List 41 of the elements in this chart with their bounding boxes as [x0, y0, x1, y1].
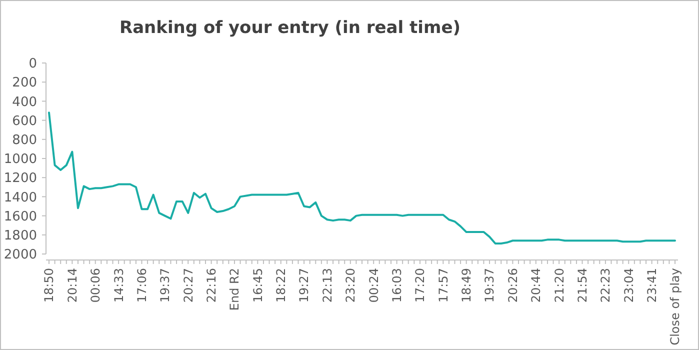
x-tick-label: 22:13 — [320, 268, 334, 303]
line-series — [48, 112, 676, 244]
y-tick-label: 200 — [12, 76, 37, 91]
x-tick-label: End R2 — [228, 268, 242, 311]
y-tick-label: 2000 — [4, 248, 37, 263]
x-tick-label: 18:50 — [42, 268, 56, 303]
y-tick-label: 1200 — [4, 171, 37, 186]
x-tick-label: Close of play — [668, 268, 682, 346]
x-tick-label: 19:37 — [158, 268, 172, 303]
chart-title: Ranking of your entry (in real time) — [119, 18, 461, 38]
y-tick-label: 600 — [12, 114, 37, 129]
x-tick-label: 20:44 — [529, 268, 544, 303]
x-tick-label: 16:45 — [250, 268, 265, 303]
x-tick-label: 23:20 — [344, 268, 358, 303]
x-tick-label: 22:16 — [204, 268, 218, 303]
y-tick-label: 0 — [28, 56, 37, 72]
x-tick-label: 21:54 — [575, 268, 590, 303]
x-tick-label: 17:57 — [436, 268, 450, 303]
x-tick-label: 20:27 — [181, 268, 196, 303]
x-tick-label: 19:27 — [297, 268, 312, 303]
x-tick-label: 18:49 — [460, 268, 474, 303]
x-tick-label: 20:26 — [506, 268, 520, 303]
y-tick-label: 1400 — [4, 190, 37, 206]
y-tick-label: 1600 — [4, 209, 37, 224]
x-tick-label: 23:41 — [645, 268, 660, 303]
x-tick-label: 19:37 — [482, 268, 497, 303]
x-tick-label: 20:14 — [65, 268, 80, 303]
y-tick-label: 1000 — [4, 152, 37, 168]
x-tick-label: 14:33 — [112, 268, 126, 303]
x-tick-label: 17:06 — [134, 268, 149, 303]
x-tick-label: 18:22 — [274, 268, 288, 303]
x-tick-label: 00:24 — [366, 268, 381, 303]
x-tick-label: 17:20 — [413, 268, 428, 303]
x-tick-label: 23:04 — [622, 268, 636, 303]
y-tick-label: 400 — [12, 94, 37, 110]
x-tick-label: 00:06 — [88, 268, 103, 303]
x-tick-label: 22:23 — [598, 268, 613, 303]
x-tick-label: 16:03 — [390, 268, 404, 303]
y-tick-label: 800 — [12, 132, 37, 148]
y-tick-label: 1800 — [4, 228, 37, 244]
x-tick-label: 21:20 — [552, 268, 566, 303]
